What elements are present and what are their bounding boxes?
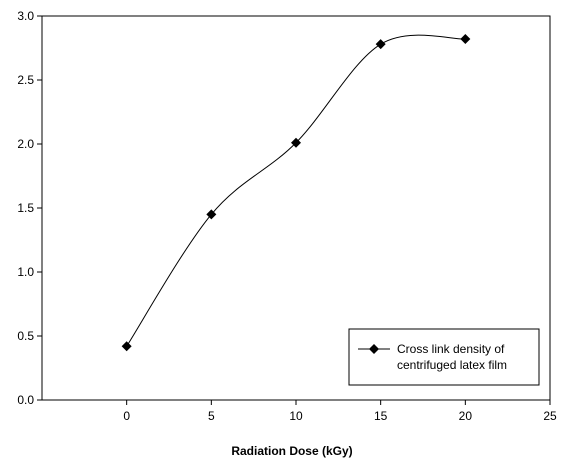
series-layer: [121, 34, 471, 352]
y-tick-label: 0.0: [17, 393, 34, 407]
legend-label-line-2: centrifuged latex film: [397, 358, 507, 372]
y-tick-label: 2.5: [17, 73, 34, 87]
data-point-diamond: [291, 137, 301, 148]
y-tick-label: 1.0: [17, 265, 34, 279]
x-tick-label: 0: [123, 409, 130, 423]
x-axis-title: Radiation Dose (kGy): [231, 444, 352, 458]
data-point-diamond: [121, 341, 132, 352]
x-tick-label: 15: [374, 409, 388, 423]
y-tick-label: 2.0: [17, 137, 34, 151]
data-point-diamond: [206, 209, 217, 220]
x-tick-label: 10: [289, 409, 303, 423]
y-tick-label: 1.5: [17, 201, 34, 215]
y-tick-label: 0.5: [17, 329, 34, 343]
data-point-diamond: [375, 39, 386, 50]
x-axis: 0 5 10 15 20 25: [123, 400, 557, 423]
x-tick-label: 5: [208, 409, 215, 423]
legend-label: Cross link density of centrifuged latex …: [397, 342, 508, 372]
x-tick-label: 20: [459, 409, 473, 423]
legend-label-line-1: Cross link density of: [397, 342, 505, 356]
data-point-diamond: [460, 34, 471, 45]
legend-box: [348, 328, 540, 386]
y-axis: 0.0 0.5 1.0 1.5 2.0 2.5 3.0: [17, 9, 42, 407]
series-line: [126, 34, 466, 347]
legend: Cross link density of centrifuged latex …: [348, 328, 540, 386]
y-tick-label: 3.0: [17, 9, 34, 23]
x-tick-label: 25: [543, 409, 557, 423]
legend-diamond-marker: [369, 344, 379, 354]
